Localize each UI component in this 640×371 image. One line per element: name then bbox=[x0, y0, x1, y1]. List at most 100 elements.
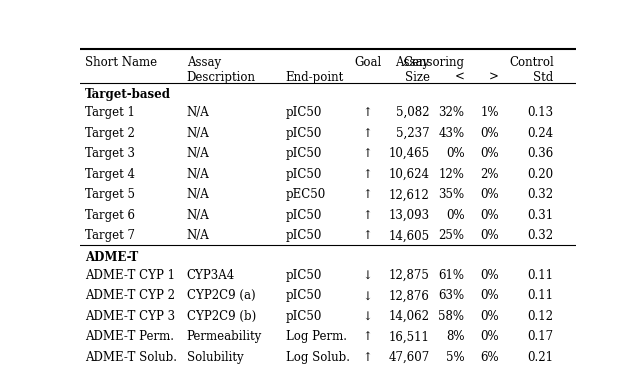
Text: 25%: 25% bbox=[438, 229, 465, 243]
Text: ADME-T Solub.: ADME-T Solub. bbox=[85, 351, 177, 364]
Text: <: < bbox=[454, 71, 465, 84]
Text: Description: Description bbox=[187, 71, 255, 84]
Text: 58%: 58% bbox=[438, 310, 465, 323]
Text: ↑: ↑ bbox=[363, 147, 372, 160]
Text: 5%: 5% bbox=[446, 351, 465, 364]
Text: ↑: ↑ bbox=[363, 351, 372, 364]
Text: pIC50: pIC50 bbox=[286, 289, 322, 302]
Text: 12,612: 12,612 bbox=[389, 188, 429, 201]
Text: 12,876: 12,876 bbox=[389, 289, 429, 302]
Text: N/A: N/A bbox=[187, 106, 209, 119]
Text: 32%: 32% bbox=[438, 106, 465, 119]
Text: Target 3: Target 3 bbox=[85, 147, 135, 160]
Text: pIC50: pIC50 bbox=[286, 106, 322, 119]
Text: 0%: 0% bbox=[481, 147, 499, 160]
Text: pIC50: pIC50 bbox=[286, 269, 322, 282]
Text: ↑: ↑ bbox=[363, 331, 372, 344]
Text: Target-based: Target-based bbox=[85, 88, 171, 101]
Text: Control: Control bbox=[509, 56, 554, 69]
Text: Censoring: Censoring bbox=[403, 56, 465, 69]
Text: >: > bbox=[489, 71, 499, 84]
Text: Target 4: Target 4 bbox=[85, 168, 135, 181]
Text: Log Perm.: Log Perm. bbox=[286, 331, 347, 344]
Text: 0.32: 0.32 bbox=[527, 188, 554, 201]
Text: ↑: ↑ bbox=[363, 188, 372, 201]
Text: 61%: 61% bbox=[438, 269, 465, 282]
Text: ↓: ↓ bbox=[363, 289, 372, 302]
Text: 13,093: 13,093 bbox=[388, 209, 429, 222]
Text: 10,465: 10,465 bbox=[388, 147, 429, 160]
Text: 0.11: 0.11 bbox=[528, 269, 554, 282]
Text: 14,062: 14,062 bbox=[388, 310, 429, 323]
Text: 0.32: 0.32 bbox=[527, 229, 554, 243]
Text: pIC50: pIC50 bbox=[286, 168, 322, 181]
Text: N/A: N/A bbox=[187, 147, 209, 160]
Text: 0%: 0% bbox=[481, 289, 499, 302]
Text: 0.11: 0.11 bbox=[528, 289, 554, 302]
Text: ↑: ↑ bbox=[363, 209, 372, 222]
Text: 12,875: 12,875 bbox=[389, 269, 429, 282]
Text: 6%: 6% bbox=[481, 351, 499, 364]
Text: ↑: ↑ bbox=[363, 127, 372, 139]
Text: ADME-T: ADME-T bbox=[85, 251, 138, 264]
Text: 2%: 2% bbox=[481, 168, 499, 181]
Text: 0.13: 0.13 bbox=[527, 106, 554, 119]
Text: N/A: N/A bbox=[187, 209, 209, 222]
Text: Goal: Goal bbox=[354, 56, 381, 69]
Text: 0.31: 0.31 bbox=[527, 209, 554, 222]
Text: CYP2C9 (b): CYP2C9 (b) bbox=[187, 310, 256, 323]
Text: Target 1: Target 1 bbox=[85, 106, 135, 119]
Text: pIC50: pIC50 bbox=[286, 147, 322, 160]
Text: End-point: End-point bbox=[286, 71, 344, 84]
Text: 10,624: 10,624 bbox=[388, 168, 429, 181]
Text: Permeability: Permeability bbox=[187, 331, 262, 344]
Text: 47,607: 47,607 bbox=[388, 351, 429, 364]
Text: 0.20: 0.20 bbox=[527, 168, 554, 181]
Text: Assay: Assay bbox=[187, 56, 221, 69]
Text: ADME-T CYP 2: ADME-T CYP 2 bbox=[85, 289, 175, 302]
Text: 0%: 0% bbox=[481, 209, 499, 222]
Text: 0%: 0% bbox=[481, 310, 499, 323]
Text: CYP2C9 (a): CYP2C9 (a) bbox=[187, 289, 255, 302]
Text: Short Name: Short Name bbox=[85, 56, 157, 69]
Text: Solubility: Solubility bbox=[187, 351, 243, 364]
Text: 12%: 12% bbox=[438, 168, 465, 181]
Text: 63%: 63% bbox=[438, 289, 465, 302]
Text: 0.36: 0.36 bbox=[527, 147, 554, 160]
Text: Size: Size bbox=[404, 71, 429, 84]
Text: 1%: 1% bbox=[481, 106, 499, 119]
Text: Log Solub.: Log Solub. bbox=[286, 351, 350, 364]
Text: Std: Std bbox=[533, 71, 554, 84]
Text: 0.12: 0.12 bbox=[528, 310, 554, 323]
Text: pIC50: pIC50 bbox=[286, 127, 322, 139]
Text: 0%: 0% bbox=[446, 147, 465, 160]
Text: 0%: 0% bbox=[481, 127, 499, 139]
Text: 35%: 35% bbox=[438, 188, 465, 201]
Text: ↑: ↑ bbox=[363, 168, 372, 181]
Text: pIC50: pIC50 bbox=[286, 229, 322, 243]
Text: 0%: 0% bbox=[481, 331, 499, 344]
Text: N/A: N/A bbox=[187, 127, 209, 139]
Text: ADME-T CYP 3: ADME-T CYP 3 bbox=[85, 310, 175, 323]
Text: ADME-T CYP 1: ADME-T CYP 1 bbox=[85, 269, 175, 282]
Text: 43%: 43% bbox=[438, 127, 465, 139]
Text: pIC50: pIC50 bbox=[286, 209, 322, 222]
Text: Target 6: Target 6 bbox=[85, 209, 135, 222]
Text: Target 7: Target 7 bbox=[85, 229, 135, 243]
Text: Assay: Assay bbox=[396, 56, 429, 69]
Text: ↑: ↑ bbox=[363, 106, 372, 119]
Text: ↓: ↓ bbox=[363, 310, 372, 323]
Text: ↑: ↑ bbox=[363, 229, 372, 243]
Text: 0%: 0% bbox=[481, 269, 499, 282]
Text: 0.17: 0.17 bbox=[527, 331, 554, 344]
Text: 0%: 0% bbox=[446, 209, 465, 222]
Text: 0%: 0% bbox=[481, 188, 499, 201]
Text: 16,511: 16,511 bbox=[389, 331, 429, 344]
Text: 0.21: 0.21 bbox=[528, 351, 554, 364]
Text: CYP3A4: CYP3A4 bbox=[187, 269, 235, 282]
Text: 5,082: 5,082 bbox=[396, 106, 429, 119]
Text: 8%: 8% bbox=[446, 331, 465, 344]
Text: 0.24: 0.24 bbox=[527, 127, 554, 139]
Text: Target 5: Target 5 bbox=[85, 188, 135, 201]
Text: N/A: N/A bbox=[187, 229, 209, 243]
